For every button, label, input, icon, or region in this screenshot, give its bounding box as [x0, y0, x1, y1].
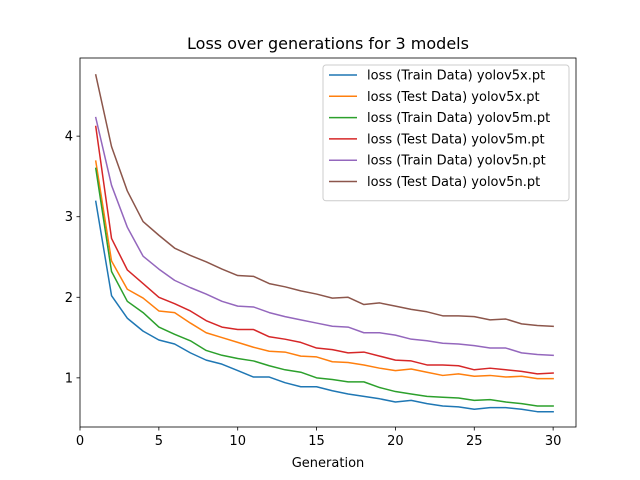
y-tick-label: 3 — [65, 210, 73, 225]
x-axis-label: Generation — [292, 456, 365, 471]
series-line-3 — [94, 167, 554, 407]
legend-label-2: loss (Test Data) yolov5x.pt — [367, 90, 540, 105]
legend-label-6: loss (Test Data) yolov5n.pt — [367, 175, 540, 190]
legend-label-1: loss (Train Data) yolov5x.pt — [367, 69, 545, 84]
plot-frame — [79, 57, 577, 428]
x-tick-label: 20 — [387, 434, 404, 449]
legend: loss (Train Data) yolov5x.pt loss (Test D… — [322, 64, 570, 202]
series-line-1 — [94, 200, 554, 413]
legend-label-5: loss (Train Data) yolov5n.pt — [367, 154, 546, 169]
x-tick-label: 15 — [308, 434, 325, 449]
axes: 0 5 10 15 20 25 30 1 2 3 4 — [65, 57, 577, 449]
series-line-5 — [94, 116, 554, 357]
plot-lines — [94, 74, 554, 413]
y-tick-label: 2 — [65, 291, 73, 306]
y-tick-label: 4 — [65, 130, 73, 145]
x-tick-label: 0 — [76, 434, 84, 449]
x-tick-label: 25 — [466, 434, 483, 449]
x-tick-label: 30 — [545, 434, 562, 449]
y-tick-label: 1 — [65, 371, 73, 386]
chart-title: Loss over generations for 3 models — [187, 34, 469, 53]
series-line-4 — [94, 125, 554, 375]
x-tick-label: 5 — [155, 434, 163, 449]
legend-box — [322, 64, 570, 202]
legend-label-4: loss (Test Data) yolov5m.pt — [367, 132, 545, 147]
legend-label-3: loss (Train Data) yolov5m.pt — [367, 111, 550, 126]
series-line-2 — [94, 160, 554, 380]
x-tick-label: 10 — [229, 434, 246, 449]
series-line-6 — [94, 74, 554, 328]
